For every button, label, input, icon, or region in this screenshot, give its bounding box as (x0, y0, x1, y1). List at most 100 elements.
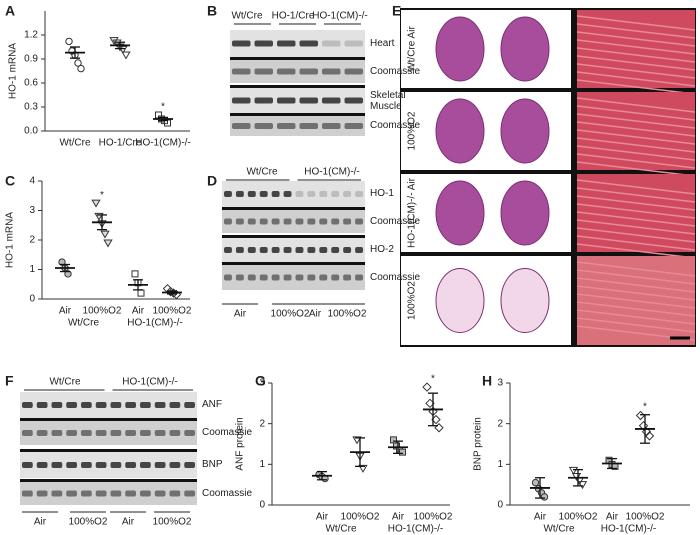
significance-mark: * (643, 401, 647, 412)
x-tick-label: 100%O2 (341, 512, 380, 523)
blot-band (22, 402, 33, 408)
blot-band (232, 97, 251, 104)
y-tick-label: 3 (259, 378, 265, 389)
fiber (576, 79, 696, 95)
x-tick-label: 100%O2 (414, 512, 453, 523)
blot-footer: 100%O2 (271, 309, 310, 320)
blot-band (110, 430, 122, 436)
y-axis-label: BNP protein (473, 417, 484, 471)
group-label: HO-1(CM)-/- (388, 524, 444, 535)
blot-band (51, 490, 63, 497)
blot-band (125, 402, 136, 408)
fiber (576, 179, 696, 195)
blot-band (319, 247, 328, 253)
blot-header: Wt/Cre (246, 167, 278, 178)
blot-strip (20, 392, 197, 418)
blot-band (154, 430, 166, 436)
blot-strip (20, 421, 197, 445)
blot-band (22, 462, 33, 468)
blot-band (254, 123, 273, 129)
data-point (118, 45, 128, 54)
blot-band (66, 402, 77, 408)
blot-band (247, 218, 256, 225)
blot-band (283, 191, 292, 197)
blot-band (319, 191, 328, 197)
fiber (576, 55, 696, 71)
blot-band (66, 430, 77, 436)
x-tick-label: Wt/Cre (59, 138, 91, 149)
blot-strip (222, 210, 365, 233)
blot-band (51, 462, 63, 468)
heart-section (435, 268, 485, 333)
blot-band (254, 68, 273, 75)
group-label: Wt/Cre (543, 524, 575, 535)
data-point (112, 39, 122, 48)
y-tick-label: 2 (29, 235, 35, 246)
blot-band (322, 40, 341, 47)
blot-row-label: BNP (202, 459, 223, 470)
blot-band (36, 430, 48, 436)
y-axis-label: HO-1 mRNA (5, 212, 16, 268)
heart-section (500, 180, 550, 246)
fiber (576, 31, 696, 47)
fiber (576, 243, 696, 259)
blot-band (322, 123, 341, 129)
blot-band (110, 402, 122, 408)
blot-band (307, 247, 316, 253)
fiber (576, 211, 696, 227)
blot-band (295, 247, 304, 253)
blot-band (344, 123, 363, 129)
fiber (576, 285, 696, 301)
blot-divider (222, 207, 365, 210)
blot-footer: 100%O2 (153, 517, 192, 528)
blot-band (271, 274, 280, 281)
y-tick-label: 1.2 (24, 30, 38, 41)
heart-section (435, 180, 485, 246)
blot-band (259, 274, 268, 281)
blot-divider (20, 449, 197, 452)
data-point (164, 119, 171, 127)
blot-row-label: Coomassie (202, 487, 253, 499)
blot-band (235, 274, 244, 281)
blot-strip (222, 238, 365, 262)
blot-band (154, 490, 166, 497)
blot-row-label: HO-1 (370, 188, 394, 199)
y-tick-label: 0.0 (24, 126, 38, 137)
blot-band (125, 490, 136, 497)
histology-row-label: HO-1(CM)-/- Air (407, 177, 418, 248)
fiber (576, 105, 696, 121)
blot-band (283, 274, 292, 281)
blot-band (81, 402, 92, 408)
blot-footer: Air (234, 309, 247, 320)
blot-band (277, 97, 296, 104)
blot-band (169, 430, 181, 436)
fiber (576, 71, 696, 87)
x-tick-label: HO-1/Cre (99, 138, 142, 149)
y-tick-label: 0 (259, 500, 265, 511)
blot-band (344, 68, 363, 75)
significance-mark: * (431, 374, 435, 385)
data-point (91, 199, 101, 208)
blot-band (247, 191, 256, 197)
data-point (352, 436, 362, 445)
fiber (576, 195, 696, 211)
blot-band (307, 218, 316, 225)
data-point (100, 230, 110, 239)
blot-band (95, 430, 107, 436)
blot-footer: Air (34, 517, 47, 528)
blot-band (331, 191, 340, 197)
fiber (576, 235, 696, 251)
x-tick-label: Air (316, 512, 329, 523)
data-point (577, 481, 588, 490)
panel-letter: E (392, 3, 401, 19)
blot-band (283, 247, 292, 253)
blot-band (299, 97, 318, 104)
group-label: HO-1(CM)-/- (601, 524, 657, 535)
blot-band (169, 490, 181, 497)
panel-letter: B (207, 3, 217, 19)
blot-band (36, 402, 48, 408)
blot-band (247, 247, 256, 253)
blot-band (307, 274, 316, 281)
data-point (65, 37, 73, 46)
